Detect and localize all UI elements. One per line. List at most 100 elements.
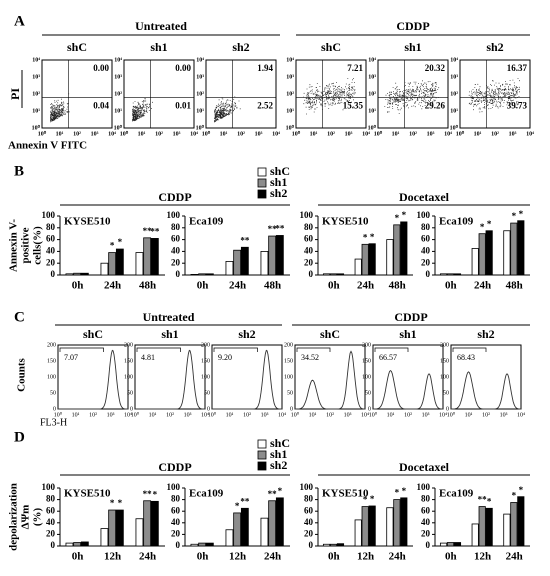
y-axis-label: Counts: [16, 357, 28, 391]
y-tick-label: 0: [309, 540, 314, 550]
y-tick-label: 0: [426, 540, 431, 550]
x-tick-label: 10¹: [138, 131, 146, 137]
y-tick-label: 10³: [286, 74, 294, 80]
bar: [225, 261, 234, 276]
plot-title: shC: [67, 40, 87, 54]
significance-mark: **: [268, 224, 278, 234]
y-tick-label: 0: [51, 269, 56, 279]
y-tick-label: 100: [417, 482, 431, 492]
chart-title: Eca109: [189, 216, 224, 228]
panel-label: C: [14, 309, 25, 325]
y-tick-label: 40: [171, 245, 181, 255]
quadrant-value: 16.37: [507, 63, 528, 73]
plot-title: sh1: [161, 327, 178, 341]
y-tick-label: 150: [201, 358, 210, 364]
plot-title: sh1: [399, 327, 416, 341]
group-title: Untreated: [135, 19, 187, 33]
bar: [115, 509, 124, 547]
y-tick-label: 10¹: [286, 108, 294, 114]
y-tick-label: 10⁴: [196, 57, 204, 63]
quadrant-value: 15.35: [343, 100, 364, 110]
bar: [143, 500, 152, 547]
y-tick-label: 10²: [32, 91, 40, 97]
x-tick-label: 10⁰: [291, 411, 300, 418]
x-tick-label: 10⁰: [38, 130, 47, 137]
y-tick-label: 40: [46, 245, 56, 255]
x-tick-label: 10³: [344, 412, 352, 418]
bar: [439, 542, 448, 547]
bar: [361, 506, 369, 547]
bar: [150, 500, 159, 547]
plot-title: shC: [321, 40, 341, 54]
bar: [361, 243, 369, 276]
legend-label: sh2: [270, 186, 287, 200]
x-tick-label: 10³: [91, 131, 99, 137]
gate-bracket: [452, 347, 487, 352]
y-tick-label: 60: [46, 505, 56, 515]
y-tick-label: 10¹: [32, 108, 40, 114]
x-tick-label: 10⁰: [120, 130, 129, 137]
x-tick-label: 10⁴: [362, 131, 370, 137]
plot-title: sh2: [238, 327, 255, 341]
y-tick-label: 0: [368, 406, 371, 412]
bar: [205, 542, 214, 547]
bar: [368, 243, 376, 276]
y-tick-label: 80: [304, 494, 314, 504]
x-tick-label: 10²: [326, 412, 334, 418]
significance-mark: *: [118, 237, 123, 247]
y-tick-label: 10³: [114, 74, 122, 80]
x-tick-label: 0h: [72, 280, 84, 292]
x-tick-label: 10⁴: [108, 131, 116, 137]
x-tick-label: 10⁴: [526, 131, 534, 137]
bar: [446, 542, 455, 547]
panel-label: B: [14, 163, 24, 179]
y-tick-label: 0: [446, 406, 449, 412]
significance-mark: *: [118, 498, 123, 508]
quadrant-value: 0.01: [175, 100, 191, 110]
y-tick-label: 200: [201, 342, 210, 348]
dot-cloud: [468, 78, 520, 113]
group-title: Docetaxel: [399, 190, 450, 204]
x-tick-label: 10⁰: [447, 411, 456, 418]
y-tick-label: 60: [421, 505, 431, 515]
bar: [240, 507, 249, 547]
legend-swatch: [257, 189, 267, 199]
y-tick-label: 10¹: [368, 108, 376, 114]
y-tick-label: 100: [124, 374, 133, 380]
y-tick-label: 0: [207, 406, 210, 412]
y-tick-label: 100: [42, 482, 56, 492]
bar: [100, 528, 109, 547]
x-axis-label: FL3-H: [40, 417, 67, 428]
x-tick-label: 0h: [445, 280, 457, 292]
significance-mark: *: [278, 486, 283, 496]
x-tick-label: 10³: [422, 412, 430, 418]
y-tick-label: 0: [176, 540, 181, 550]
significance-mark: *: [363, 232, 368, 242]
significance-mark: *: [370, 494, 375, 504]
quadrant-value: 0.00: [175, 63, 191, 73]
y-axis-label: ΔΨm: [20, 505, 32, 530]
quadrant-value: 39.73: [507, 100, 528, 110]
significance-mark: *: [402, 210, 407, 220]
bar: [393, 499, 401, 547]
x-tick-label: 24h: [104, 280, 121, 292]
y-axis-label: PI: [8, 88, 22, 100]
y-tick-label: 10³: [368, 74, 376, 80]
y-tick-label: 10⁰: [32, 124, 41, 131]
y-tick-label: 80: [421, 494, 431, 504]
group-title: CDDP: [394, 310, 427, 324]
gate-bracket: [213, 347, 258, 352]
bar: [354, 258, 362, 276]
bar: [198, 273, 207, 276]
x-tick-label: 10³: [427, 131, 435, 137]
bar: [510, 222, 518, 276]
plot-frame: [295, 59, 367, 129]
dot-cloud: [132, 98, 153, 122]
x-tick-label: 10¹: [465, 412, 473, 418]
quadrant-value: 1.94: [257, 63, 273, 73]
y-tick-label: 10³: [196, 74, 204, 80]
y-tick-label: 10⁰: [368, 124, 377, 131]
bar: [73, 272, 82, 276]
x-tick-label: 10²: [409, 131, 417, 137]
